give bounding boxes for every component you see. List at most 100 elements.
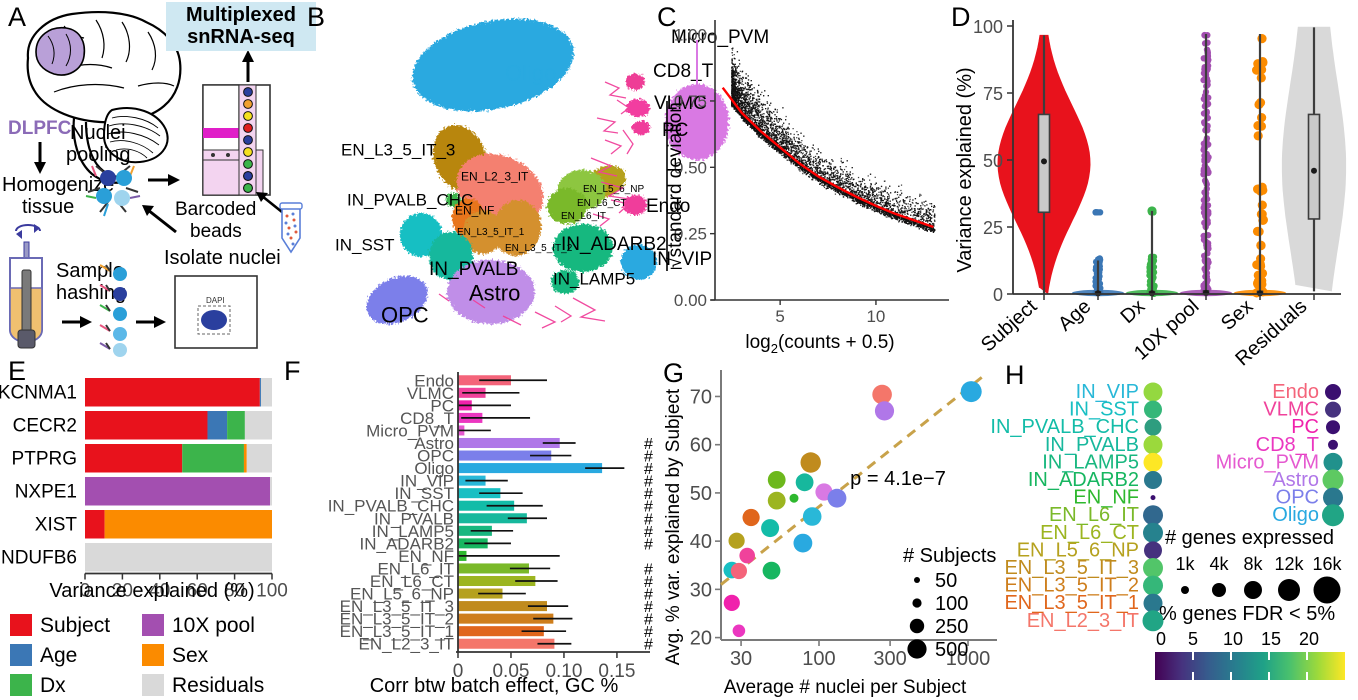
panel-c-ylabel: √standard deviation (665, 101, 686, 271)
umap-plot: OligoMicro_PVMCD8_TVLMCPCEN_L3_5_IT_3EN_… (335, 18, 769, 329)
e-gene-label: XIST (35, 515, 78, 536)
d-ytick: 25 (983, 218, 1003, 238)
umap-label-IN_SST: IN_SST (335, 236, 395, 255)
umap-label-IN_PVALB_CHC: IN_PVALB_CHC (347, 191, 473, 210)
f-bar-rect-EN_L2_3_IT (458, 638, 555, 649)
c-xtick: 5 (775, 307, 784, 326)
arrow-pool-to-chip (148, 174, 180, 186)
f-bar-IN_VIP (458, 475, 508, 486)
f-label-IN_LAMP5: IN_LAMP5 (372, 522, 454, 541)
legend-label-Subject: Subject (40, 614, 110, 637)
f-label-VLMC: VLMC (407, 384, 454, 403)
panel-h-column-1: IN_VIPIN_SSTIN_PVALB_CHCIN_PVALBIN_LAMP5… (990, 381, 1164, 632)
e-xtick: 20 (112, 581, 133, 602)
f-label-OPC: OPC (417, 447, 454, 466)
legend-label-Dx: Dx (40, 674, 66, 697)
umap-label-EN_L6_CT: EN_L6_CT (577, 198, 626, 209)
h-label-PC: PC (1291, 416, 1319, 438)
legend-swatch-10X-pool (142, 614, 164, 636)
h-size-tick-4k: 4k (1209, 554, 1229, 574)
nuclei-pooling-label-l1: Nuclei (70, 122, 126, 144)
h-fdr-tick-20: 20 (1299, 629, 1319, 649)
umap-blob-IN_LAMP5 (551, 270, 579, 294)
arrow-hashing (62, 316, 92, 328)
umap-label-Endo: Endo (646, 196, 690, 217)
umap-label-PC: PC (662, 120, 688, 141)
f-sig-marker-EN_L3_5_IT_2: # (644, 612, 653, 629)
f-label-Micro_PVM: Micro_PVM (366, 421, 454, 440)
mean-variance-scatter: 1.00 0.75 0.50 0.25 0.00 5 10 √standard deviat… (665, 20, 949, 356)
umap-label-OPC: OPC (381, 303, 429, 328)
h-dot-EN_L5_6_NP (1144, 541, 1162, 560)
f-label-PC: PC (430, 396, 454, 415)
f-bar-EN_L6_CT (458, 575, 558, 587)
g-point-IN_ADARB2 (762, 561, 781, 580)
h-dot-EN_NF (1150, 495, 1156, 501)
dlpfc-label: DLPFC (8, 118, 72, 139)
panel-h-scales: # genes expressed 1k 4k 8k 12k 16k % genes FDR… (1156, 527, 1343, 649)
f-bar-EN_NF (458, 550, 560, 561)
f-bar-EN_L3_5_IT_2 (458, 613, 573, 624)
h-label-CD8_T: CD8_T (1256, 434, 1319, 456)
h-label-IN_ADARB2: IN_ADARB2 (1028, 469, 1139, 491)
h-genes-expressed-title: # genes expressed (1165, 527, 1334, 549)
bar-seg-CECR2-Subject (85, 411, 208, 440)
f-label-EN_L6_CT: EN_L6_CT (370, 572, 454, 591)
panel-h: H IN_VIP IN_SST IN_PVALB_CHC IN_PVALB IN_LAM… (990, 352, 1358, 700)
d-xtick-Dx: Dx (1116, 295, 1149, 328)
h-dot-Endo (1325, 384, 1341, 400)
umap-label-EN_L3_5_IT_2: EN_L3_5_IT_2 (505, 243, 573, 254)
g-xtick: 1000 (946, 648, 991, 670)
h-label-EN_L3_5_IT_2: EN_L3_5_IT_2 (1004, 575, 1139, 597)
f-xtick: 0.10 (545, 661, 582, 682)
hashed-nuclei-illustration (99, 264, 127, 357)
panel-c-axes (710, 20, 949, 305)
f-label-EN_L5_6_NP: EN_L5_6_NP (350, 585, 454, 604)
h-dot-IN_SST (1144, 400, 1162, 419)
panel-h-label: H (1005, 360, 1025, 390)
g-size-dot-500 (907, 639, 927, 659)
h-label-Astro: Astro (1272, 469, 1319, 491)
h-label-Micro_PVM: Micro_PVM (1216, 451, 1319, 473)
f-label-EN_L3_5_IT_2: EN_L3_5_IT_2 (340, 610, 454, 629)
g-point-IN_LAMP5 (793, 533, 813, 553)
g-ytick: 30 (690, 579, 712, 601)
g-point-EN_L5_6_NP (728, 532, 745, 549)
arrow-chip-to-seq (242, 50, 254, 82)
umap-label-Micro_PVM: Micro_PVM (671, 27, 769, 48)
g-point-EN_L3_5_IT_1 (742, 508, 760, 527)
g-size-legend-title: # Subjects (903, 545, 996, 567)
f-sig-marker-IN_PVALB_CHC: # (644, 499, 653, 516)
legend-label-Age: Age (40, 644, 77, 667)
f-sig-marker-IN_SST: # (644, 486, 653, 503)
sample-hashing-label-l1: Sample (56, 260, 124, 282)
h-label-IN_VIP: IN_VIP (1076, 381, 1139, 403)
g-point-CD8_T (789, 493, 799, 503)
panel-d-violins (997, 26, 1347, 298)
bar-seg-PTPRG-Residuals (246, 444, 272, 473)
panel-f-bars (458, 375, 625, 649)
panel-f: F Endo VLMC PC CD8_T Micro_PVM Astro # OPC # Olig… (278, 352, 660, 700)
h-size-dot-8k (1244, 581, 1262, 599)
f-bar-EN_L5_6_NP (458, 588, 526, 599)
homogenize-label-l2: tissue (22, 196, 74, 218)
h-dot-IN_PVALB (1143, 435, 1163, 455)
d-ytick: 75 (983, 84, 1003, 104)
panel-c-trendline (721, 86, 934, 229)
h-label-Oligo: Oligo (1272, 504, 1319, 526)
h-dot-Oligo (1322, 504, 1344, 527)
c-ytick: 0.75 (674, 92, 707, 111)
arrow-beads-to-pool (142, 205, 177, 234)
h-fdr-tick-15: 15 (1261, 629, 1281, 649)
h-size-dot-12k (1278, 579, 1300, 601)
f-bar-Endo (458, 375, 547, 386)
f-bar-rect-IN_PVALB_CHC (458, 500, 515, 511)
bar-row-KCNMA1 (85, 378, 272, 407)
g-ytick: 40 (690, 531, 712, 553)
violin-Sex (1234, 34, 1286, 298)
legend-swatch-Sex (142, 644, 164, 666)
